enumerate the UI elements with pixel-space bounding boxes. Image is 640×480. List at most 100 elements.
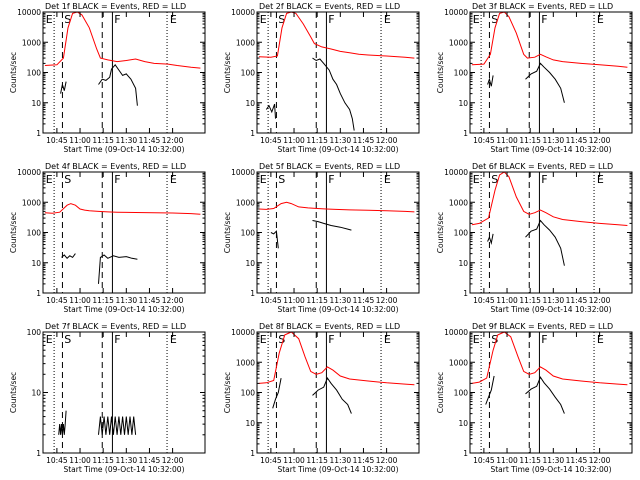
phase-marker: E [473,13,480,26]
x-tick-label: 12:00 [589,136,611,145]
phase-marker: E [384,173,391,186]
series-lld-line [471,331,628,386]
y-tick-label: 100 [27,328,42,337]
phase-marker: E [260,13,267,26]
x-axis-label: Start Time (09-Oct-14 10:32:00) [490,145,611,154]
phase-marker: S [278,173,285,186]
x-tick-label: 11:45 [566,136,588,145]
phase-marker: E [473,173,480,186]
x-tick-label: 11:00 [283,456,305,465]
y-tick-label: 1000 [236,38,255,47]
x-tick-label: 10:45 [473,296,495,305]
y-axis-label: Counts/sec [436,52,445,93]
x-tick-label: 11:00 [283,296,305,305]
x-tick-label: 11:30 [543,456,565,465]
y-tick-label: 1000 [449,358,468,367]
y-tick-label: 1000 [236,358,255,367]
y-tick-label: 10 [458,419,468,428]
y-tick-label: 1000 [22,198,41,207]
series-events-line [61,253,138,284]
x-tick-label: 11:45 [353,456,375,465]
x-axis-label: Start Time (09-Oct-14 10:32:00) [277,305,398,314]
x-tick-label: 12:00 [162,136,184,145]
series-lld-line [258,201,415,213]
x-tick-label: 11:30 [330,296,352,305]
series-events-line [60,63,138,106]
phase-marker: F [541,173,547,186]
x-tick-label: 10:45 [260,296,282,305]
series-lld-line [471,11,628,68]
phase-marker: E [260,333,267,346]
phase-marker: S [491,333,498,346]
panel-title: Det 4f BLACK = Events, RED = LLD [45,162,186,171]
x-tick-label: 11:00 [69,456,91,465]
x-tick-label: 10:45 [260,456,282,465]
y-tick-label: 10 [245,259,255,268]
x-tick-label: 12:00 [589,456,611,465]
plot-frame [42,331,206,454]
series-events-line [272,377,352,414]
series-events-line [485,375,565,414]
phase-marker: F [114,173,120,186]
x-tick-label: 12:00 [162,296,184,305]
x-tick-label: 12:00 [376,456,398,465]
phase-marker: E [384,333,391,346]
phase-marker: E [170,173,177,186]
y-tick-label: 10000 [17,168,41,177]
x-tick-label: 11:15 [306,296,328,305]
y-tick-label: 1 [36,289,41,298]
y-tick-label: 10 [458,99,468,108]
x-axis-label: Start Time (09-Oct-14 10:32:00) [63,305,184,314]
panel-title: Det 7f BLACK = Events, RED = LLD [45,322,186,331]
y-tick-label: 10 [31,389,41,398]
panel-title: Det 6f BLACK = Events, RED = LLD [472,162,613,171]
x-tick-label: 11:00 [496,296,518,305]
y-axis-label: Counts/sec [9,212,18,253]
panel-title: Det 9f BLACK = Events, RED = LLD [472,322,613,331]
x-tick-label: 11:15 [519,296,541,305]
y-tick-label: 10000 [231,168,255,177]
phase-marker: S [491,173,498,186]
phase-marker: E [597,173,604,186]
y-tick-label: 10 [245,99,255,108]
x-axis-label: Start Time (09-Oct-14 10:32:00) [277,145,398,154]
x-tick-label: 11:45 [353,136,375,145]
x-axis-label: Start Time (09-Oct-14 10:32:00) [63,465,184,474]
phase-marker: E [597,333,604,346]
y-tick-label: 1 [250,449,255,458]
phase-marker: S [278,333,285,346]
phase-marker: S [278,13,285,26]
y-tick-label: 1000 [449,38,468,47]
x-tick-label: 11:00 [283,136,305,145]
phase-marker: F [114,333,120,346]
y-tick-label: 10000 [444,8,468,17]
series-lld-line [258,11,415,59]
x-tick-label: 10:45 [473,456,495,465]
x-tick-label: 11:00 [69,296,91,305]
y-tick-label: 100 [27,229,42,238]
y-tick-label: 100 [454,229,469,238]
plot-frame [256,171,420,294]
panel-title: Det 1f BLACK = Events, RED = LLD [45,2,186,11]
y-tick-label: 1000 [22,38,41,47]
phase-marker: E [384,13,391,26]
phase-marker: F [114,13,120,26]
phase-marker: E [473,333,480,346]
x-tick-label: 11:00 [496,456,518,465]
phase-marker: F [328,333,334,346]
y-tick-label: 100 [27,69,42,78]
x-axis-label: Start Time (09-Oct-14 10:32:00) [490,305,611,314]
phase-marker: F [541,333,547,346]
phase-marker: S [491,13,498,26]
y-axis-label: Counts/sec [436,212,445,253]
series-events-line [58,410,137,435]
x-tick-label: 10:45 [46,456,68,465]
y-tick-label: 100 [241,69,256,78]
phase-marker: F [328,13,334,26]
x-tick-label: 11:15 [92,296,114,305]
y-tick-label: 100 [241,229,256,238]
